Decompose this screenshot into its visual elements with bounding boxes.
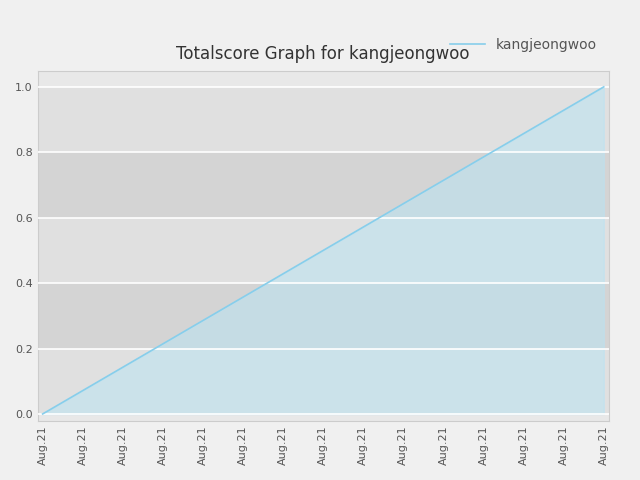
Bar: [38, 218, 609, 283]
Legend: kangjeongwoo: kangjeongwoo: [444, 32, 602, 57]
Bar: [38, 152, 609, 218]
Bar: [38, 283, 609, 348]
Bar: [38, 87, 609, 152]
Title: Totalscore Graph for kangjeongwoo: Totalscore Graph for kangjeongwoo: [177, 46, 470, 63]
Line: kangjeongwoo: kangjeongwoo: [43, 87, 604, 414]
Bar: [38, 348, 609, 414]
